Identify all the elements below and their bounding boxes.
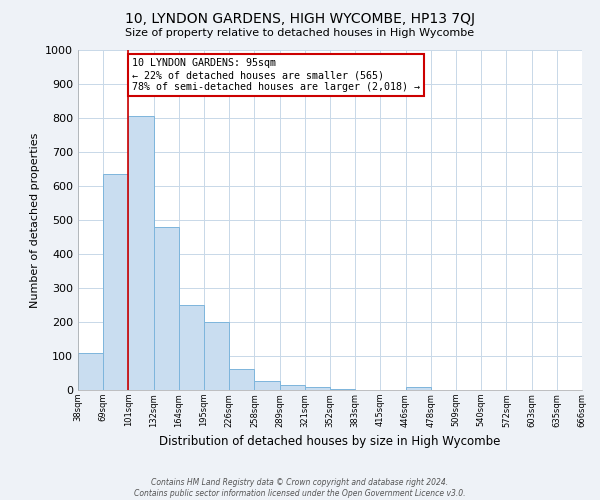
Bar	[254, 381, 280, 390]
Bar	[204, 322, 229, 390]
Bar	[280, 385, 305, 390]
Bar	[103, 174, 128, 390]
Text: 10, LYNDON GARDENS, HIGH WYCOMBE, HP13 7QJ: 10, LYNDON GARDENS, HIGH WYCOMBE, HP13 7…	[125, 12, 475, 26]
X-axis label: Distribution of detached houses by size in High Wycombe: Distribution of detached houses by size …	[160, 435, 500, 448]
Text: Size of property relative to detached houses in High Wycombe: Size of property relative to detached ho…	[125, 28, 475, 38]
Bar	[78, 352, 103, 390]
Bar	[305, 386, 330, 390]
Text: Contains HM Land Registry data © Crown copyright and database right 2024.
Contai: Contains HM Land Registry data © Crown c…	[134, 478, 466, 498]
Text: 10 LYNDON GARDENS: 95sqm
← 22% of detached houses are smaller (565)
78% of semi-: 10 LYNDON GARDENS: 95sqm ← 22% of detach…	[132, 58, 420, 92]
Bar	[179, 305, 204, 390]
Bar	[128, 116, 154, 390]
Bar	[406, 388, 431, 390]
Bar	[154, 227, 179, 390]
Bar	[330, 388, 355, 390]
Y-axis label: Number of detached properties: Number of detached properties	[29, 132, 40, 308]
Bar	[229, 369, 254, 390]
